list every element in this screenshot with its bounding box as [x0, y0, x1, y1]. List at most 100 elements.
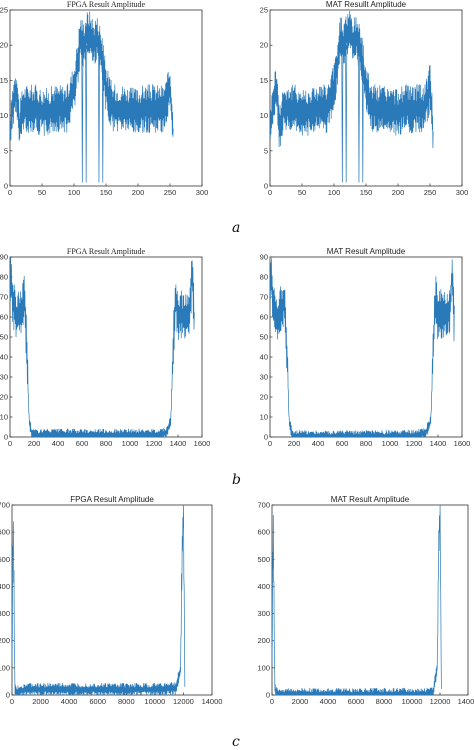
x-tick-label: 50: [38, 188, 46, 197]
series-line: [9, 11, 174, 183]
y-tick-label: 500: [0, 555, 10, 564]
x-tick-label: 10000: [402, 697, 423, 706]
y-tick-label: 600: [0, 528, 10, 537]
x-tick-label: 1200: [406, 439, 423, 448]
y-tick-label: 20: [0, 393, 8, 402]
chart-title: MAT Result Amplitude: [327, 247, 406, 256]
x-tick-label: 1000: [122, 439, 139, 448]
y-tick-label: 10: [0, 111, 8, 120]
x-tick-label: 12000: [173, 697, 194, 706]
x-tick-label: 0: [270, 697, 274, 706]
y-tick-label: 0: [6, 691, 10, 700]
y-tick-label: 5: [264, 146, 268, 155]
y-tick-label: 10: [260, 413, 268, 422]
x-tick-label: 600: [336, 439, 349, 448]
series-line: [269, 10, 434, 183]
x-tick-label: 14000: [202, 697, 223, 706]
y-tick-label: 10: [260, 111, 268, 120]
x-tick-label: 200: [392, 188, 405, 197]
x-tick-label: 6000: [89, 697, 106, 706]
y-tick-label: 0: [264, 182, 268, 191]
x-tick-label: 50: [298, 188, 306, 197]
x-tick-label: 100: [68, 188, 81, 197]
y-tick-label: 0: [264, 433, 268, 442]
y-tick-label: 90: [260, 253, 268, 262]
y-tick-label: 300: [257, 609, 270, 618]
x-tick-label: 800: [100, 439, 113, 448]
x-tick-label: 2000: [32, 697, 49, 706]
y-tick-label: 700: [0, 501, 10, 510]
y-tick-label: 15: [0, 76, 8, 85]
y-tick-label: 70: [260, 293, 268, 302]
y-tick-label: 30: [0, 373, 8, 382]
y-tick-label: 80: [260, 273, 268, 282]
x-tick-label: 12000: [430, 697, 451, 706]
x-tick-label: 1200: [146, 439, 163, 448]
chart-a-mat: MAT Resullt Amplitude 0 50 100 150 200 250 300 0…: [260, 0, 469, 197]
series-line: [269, 258, 455, 438]
y-tick-label: 60: [0, 313, 8, 322]
chart-title: FPGA Result Amplitude: [70, 495, 154, 504]
chart-title: MAT Resullt Amplitude: [326, 0, 407, 9]
x-tick-label: 150: [360, 188, 373, 197]
y-tick-label: 200: [257, 636, 270, 645]
x-tick-label: 250: [164, 188, 177, 197]
y-tick-label: 25: [0, 6, 8, 15]
x-tick-label: 1600: [454, 439, 471, 448]
y-tick-label: 50: [260, 333, 268, 342]
y-tick-label: 20: [260, 41, 268, 50]
y-tick-label: 50: [0, 333, 8, 342]
series-line: [9, 256, 195, 438]
y-tick-label: 60: [260, 313, 268, 322]
x-tick-label: 0: [268, 188, 272, 197]
caption-b: b: [232, 472, 241, 488]
x-tick-label: 1400: [170, 439, 187, 448]
y-tick-label: 400: [0, 582, 10, 591]
series-line: [271, 504, 442, 696]
x-tick-label: 0: [8, 188, 12, 197]
y-tick-label: 40: [260, 353, 268, 362]
y-tick-label: 20: [260, 393, 268, 402]
chart-title: FPGA Result Amplitude: [67, 247, 146, 256]
y-tick-label: 100: [0, 663, 10, 672]
chart-title: MAT Result Amplitude: [331, 495, 410, 504]
plot-frame: [11, 504, 213, 696]
series-line: [11, 504, 186, 696]
chart-a-fpga: FPGA Result Amplitude 0 50 100 150 200 250 300 0…: [0, 0, 208, 197]
x-tick-label: 8000: [118, 697, 135, 706]
caption-c: c: [232, 734, 240, 750]
y-tick-label: 700: [257, 501, 270, 510]
x-tick-label: 800: [360, 439, 373, 448]
y-tick-label: 15: [260, 76, 268, 85]
x-tick-label: 400: [52, 439, 65, 448]
x-tick-label: 8000: [376, 697, 393, 706]
chart-title: FPGA Result Amplitude: [67, 0, 146, 9]
y-tick-label: 0: [4, 182, 8, 191]
x-tick-label: 2000: [292, 697, 309, 706]
x-tick-label: 250: [424, 188, 437, 197]
x-tick-label: 300: [456, 188, 469, 197]
y-tick-label: 20: [0, 41, 8, 50]
y-tick-label: 30: [260, 373, 268, 382]
y-tick-label: 200: [0, 636, 10, 645]
x-tick-label: 0: [8, 439, 12, 448]
y-tick-label: 70: [0, 293, 8, 302]
x-tick-label: 10000: [144, 697, 165, 706]
y-tick-label: 25: [260, 6, 268, 15]
y-tick-label: 0: [266, 691, 270, 700]
y-tick-label: 300: [0, 609, 10, 618]
y-tick-label: 40: [0, 353, 8, 362]
x-tick-label: 0: [10, 697, 14, 706]
y-tick-label: 600: [257, 528, 270, 537]
y-tick-label: 100: [257, 663, 270, 672]
caption-a: a: [232, 220, 240, 236]
y-tick-label: 5: [4, 146, 8, 155]
y-tick-label: 500: [257, 555, 270, 564]
y-tick-label: 400: [257, 582, 270, 591]
x-tick-label: 14000: [458, 697, 474, 706]
x-tick-label: 300: [196, 188, 209, 197]
